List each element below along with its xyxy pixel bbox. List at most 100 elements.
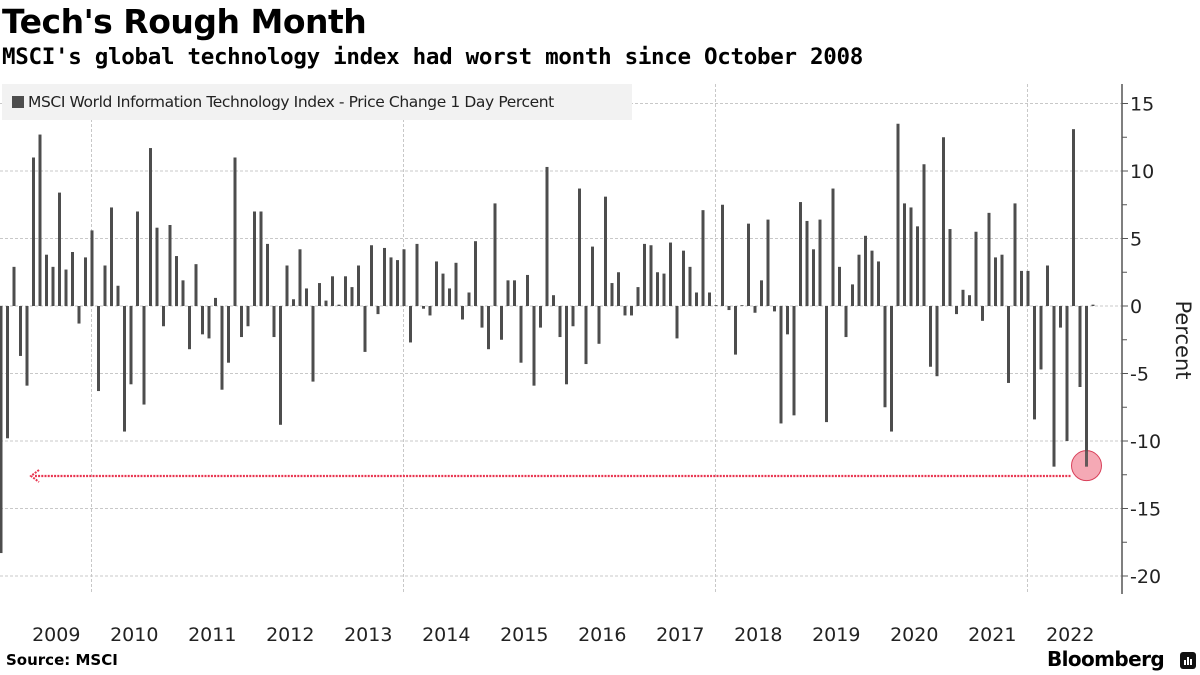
bar [825,306,828,423]
bar [571,306,575,327]
bar [506,280,510,306]
bar [90,230,94,306]
x-axis: 2009 2010 2011 2012 2013 2014 2015 2016 2017 2018… [32,624,1094,646]
bar [110,207,113,306]
bar [422,306,425,309]
bar [877,261,880,306]
bar [51,266,55,306]
bar [1065,306,1069,441]
bar [409,306,412,343]
bar [188,306,191,350]
bar [805,220,809,306]
bar [246,306,250,327]
bar [305,288,308,306]
bar [324,300,328,306]
bar [357,265,360,306]
y-tick-label: -15 [1130,499,1161,521]
bar [259,211,263,306]
bar [955,306,958,315]
bar [1059,306,1062,328]
bar [1033,306,1036,420]
bar [831,188,835,306]
bar [474,241,477,306]
y-tick-label: -20 [1130,566,1161,588]
x-tick-label: 2009 [32,624,80,646]
bar [851,284,854,306]
bar [0,306,3,554]
bar [370,245,373,306]
bar [565,306,568,385]
bar [513,280,516,306]
bar [84,257,87,306]
bar [123,306,126,432]
brand-logo: Bloomberg [1047,647,1165,671]
bar [701,210,705,306]
bar [162,306,165,327]
bar [266,243,269,306]
bar [253,211,256,306]
bar [838,266,841,306]
bar [630,306,633,316]
x-tick-label: 2018 [734,624,782,646]
legend-swatch [12,96,24,108]
bar [415,243,419,306]
source-note: Source: MSCI [6,651,118,669]
x-tick-label: 2011 [188,624,236,646]
y-tick-label: -10 [1130,431,1161,453]
bar [480,306,484,328]
bar [467,292,471,306]
bar [181,280,185,306]
bar [578,188,581,306]
bar [786,306,789,335]
bar [363,306,367,352]
bar [233,157,237,306]
bar [747,223,750,306]
bar [604,196,607,306]
bar [552,295,555,306]
bar [760,280,763,306]
bar [526,274,529,306]
y-tick-label: 15 [1130,94,1154,116]
bar [175,256,178,306]
bar [597,306,601,344]
bar [669,242,672,306]
bar [727,306,731,311]
bar [77,306,81,324]
bar [272,306,276,338]
bar [532,306,536,386]
bar [318,283,321,306]
chart-subtitle: MSCI's global technology index had worst… [2,44,864,70]
bar [623,306,627,316]
bar [487,306,490,350]
bar [97,306,100,392]
bar [688,266,692,306]
bar [519,306,523,363]
y-tick-label: 0 [1130,296,1142,318]
bar [792,306,796,416]
bar [974,231,978,306]
bar [1026,270,1030,306]
bar [441,273,445,306]
bar [1052,306,1056,467]
bar [207,306,211,339]
bar [396,260,399,306]
x-tick-label: 2012 [266,624,314,646]
bar [350,287,354,306]
bar [168,225,172,306]
bar [818,219,822,306]
x-tick-label: 2017 [656,624,704,646]
bar [454,262,458,306]
bar [779,306,783,424]
bar [12,266,16,306]
bar [714,305,718,306]
bar [649,245,653,306]
bar [591,246,594,306]
bar [331,276,334,306]
bar [136,211,139,306]
y-axis-label: Percent [1171,300,1195,379]
chart-title: Tech's Rough Month [2,2,367,41]
bar [740,305,744,306]
y-tick-label: -5 [1130,364,1149,386]
x-tick-label: 2019 [812,624,860,646]
